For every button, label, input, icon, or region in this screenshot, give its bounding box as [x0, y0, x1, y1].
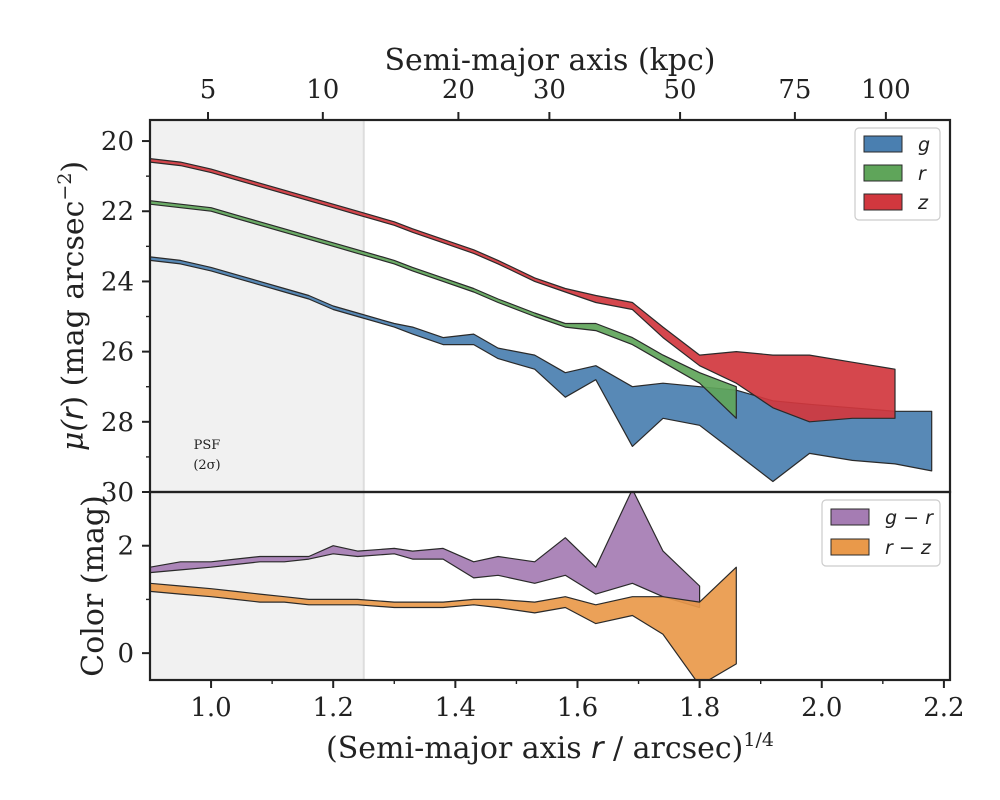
band-g: [150, 256, 933, 483]
ytick-label-top: 24: [101, 267, 134, 297]
xtick-label: 1.8: [679, 693, 720, 723]
top-xtick-label: 30: [533, 75, 566, 105]
x-axis-title: (Semi-major axis r / arcsec)1/4: [326, 729, 774, 766]
xtick-label: 1.0: [190, 693, 231, 723]
ytick-label-top: 22: [101, 197, 134, 227]
xtick-label: 1.4: [435, 693, 476, 723]
bottom-panel-frame: [148, 490, 952, 682]
legend-label-z: z: [917, 192, 929, 214]
psf-annotation-line1: PSF: [194, 438, 221, 453]
ytick-label-top: 30: [101, 478, 134, 508]
legend-swatch-r-minus-z: [830, 538, 870, 556]
top-xtick-label: 5: [200, 75, 217, 105]
xtick-label: 2.0: [801, 693, 842, 723]
legend-label-g-minus-r: g − r: [885, 507, 934, 529]
top-xtick-label: 50: [664, 75, 697, 105]
top-xtick-label: 10: [306, 75, 339, 105]
ytick-label-top: 28: [101, 408, 134, 438]
xtick-label: 1.2: [313, 693, 354, 723]
xtick-label: 1.6: [557, 693, 598, 723]
xtick-label: 2.2: [923, 693, 964, 723]
legend-label-r: r: [918, 163, 927, 185]
band-r-minus-z: [150, 566, 737, 680]
top-xtick-label: 100: [861, 75, 911, 105]
ytick-label-bottom: 2: [117, 532, 134, 562]
band-r: [150, 200, 737, 419]
top-x-axis-title: Semi-major axis (kpc): [385, 43, 716, 78]
ytick-label-top: 20: [101, 127, 134, 157]
legend-label-g: g: [918, 134, 930, 156]
legend-swatch-r: [863, 164, 903, 182]
y-axis-title-top: μ(r) (mag arcsec−2): [54, 161, 91, 451]
top-xtick-label: 75: [778, 75, 811, 105]
legend-swatch-z: [863, 193, 903, 211]
legend-swatch-g: [863, 135, 903, 153]
legend-swatch-g-minus-r: [830, 508, 870, 526]
legend-top: grz: [854, 127, 941, 221]
legend-bottom: g − r r − z: [821, 499, 941, 567]
ytick-label-top: 26: [101, 338, 134, 368]
ytick-label-bottom: 0: [117, 639, 134, 669]
legend-label-r-minus-z: r − z: [885, 537, 932, 559]
y-axis-title-bottom: Color (mag): [76, 495, 111, 677]
band-z: [150, 158, 896, 423]
psf-annotation-line2: (2σ): [193, 458, 220, 473]
top-xtick-label: 20: [442, 75, 475, 105]
